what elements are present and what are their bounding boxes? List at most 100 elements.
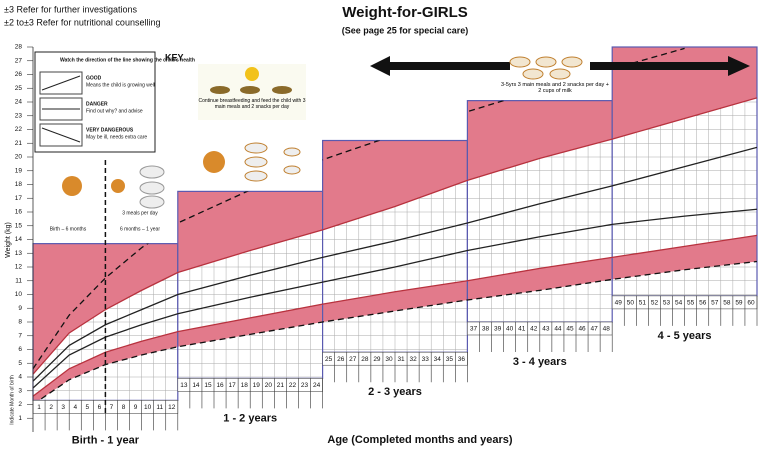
x-tick-label: 11 <box>156 404 163 411</box>
x-tick-label: 51 <box>639 300 647 307</box>
y-tick-label: 10 <box>15 291 23 298</box>
x-tick-label: 2 <box>49 404 53 411</box>
icon <box>245 143 267 153</box>
key-item-text: May be ill, needs extra care <box>86 134 147 140</box>
x-tick-label: 25 <box>325 356 333 363</box>
x-tick-label: 3 <box>61 404 65 411</box>
x-tick-label: 17 <box>229 382 237 389</box>
x-tick-label: 9 <box>134 404 138 411</box>
x-tick-label: 30 <box>385 356 393 363</box>
zone-label: 4 - 5 years <box>658 330 712 342</box>
x-tick-label: 6 <box>98 404 102 411</box>
arrow <box>370 56 510 76</box>
x-tick-label: 47 <box>591 326 599 333</box>
chart-subtitle: (See page 25 for special care) <box>342 25 469 35</box>
x-tick-label: 13 <box>180 382 188 389</box>
y-tick-label: 20 <box>15 154 23 161</box>
x-tick-label: 14 <box>192 382 200 389</box>
icon <box>550 69 570 79</box>
y-tick-label: 22 <box>15 126 23 133</box>
note: ±2 to±3 Refer for nutritional counsellin… <box>4 17 160 27</box>
x-tick-label: 26 <box>337 356 345 363</box>
y-tick-label: 11 <box>15 277 22 284</box>
feeding-text: 3 meals per day <box>122 210 158 216</box>
x-tick-label: 56 <box>699 300 707 307</box>
y-tick-label: 12 <box>15 264 23 271</box>
x-tick-label: 49 <box>615 300 623 307</box>
x-tick-label: 20 <box>265 382 273 389</box>
icon <box>284 148 300 156</box>
y-tick-label: 15 <box>15 222 23 229</box>
icon <box>210 86 230 94</box>
x-tick-label: 55 <box>687 300 695 307</box>
x-tick-label: 54 <box>675 300 683 307</box>
icon <box>562 57 582 67</box>
y-tick-label: 14 <box>15 236 23 243</box>
icon <box>245 67 259 81</box>
y-tick-label: 18 <box>15 181 23 188</box>
y-tick-label: 17 <box>15 195 23 202</box>
y-tick-label: 16 <box>15 209 23 216</box>
x-tick-label: 50 <box>627 300 635 307</box>
icon <box>510 57 530 67</box>
icon <box>140 196 164 208</box>
key: KEY Watch the direction of the line show… <box>35 52 195 152</box>
icon <box>284 166 300 174</box>
zone-label: 2 - 3 years <box>368 386 422 398</box>
y-tick-label: 24 <box>15 99 23 106</box>
y-tick-label: 13 <box>15 250 23 257</box>
y-tick-label: 28 <box>15 44 23 51</box>
x-tick-label: 33 <box>422 356 430 363</box>
icon <box>140 166 164 178</box>
icon <box>111 179 125 193</box>
y-tick-label: 19 <box>15 167 23 174</box>
x-tick-label: 34 <box>434 356 442 363</box>
x-tick-label: 39 <box>494 326 502 333</box>
key-item-name: VERY DANGEROUS <box>86 127 134 133</box>
x-tick-label: 36 <box>458 356 466 363</box>
key-item-text: Means the child is growing well <box>86 82 155 88</box>
key-item-text: Find out why? and advise <box>86 108 143 114</box>
x-tick-label: 42 <box>530 326 538 333</box>
x-tick-label: 37 <box>470 326 478 333</box>
x-tick-label: 53 <box>663 300 671 307</box>
zone-label: Birth - 1 year <box>72 434 140 446</box>
birth-label: Indicate Month of birth <box>9 375 15 425</box>
x-tick-label: 44 <box>554 326 562 333</box>
x-tick-label: 57 <box>711 300 719 307</box>
y-tick-label: 26 <box>15 71 23 78</box>
x-tick-label: 1 <box>37 404 41 411</box>
icon <box>536 57 556 67</box>
x-tick-label: 45 <box>566 326 574 333</box>
x-tick-label: 4 <box>73 404 77 411</box>
x-axis-label: Age (Completed months and years) <box>327 434 513 446</box>
key-item-name: DANGER <box>86 101 108 107</box>
icon <box>240 86 260 94</box>
y-tick-label: 9 <box>18 305 22 312</box>
x-tick-label: 41 <box>518 326 526 333</box>
x-tick-label: 19 <box>253 382 261 389</box>
x-tick-label: 38 <box>482 326 490 333</box>
x-tick-label: 28 <box>361 356 369 363</box>
x-tick-label: 22 <box>289 382 297 389</box>
growth-chart: 123456789101112Birth - 1 year13141516171… <box>0 0 769 452</box>
y-tick-label: 21 <box>15 140 23 147</box>
zone-label: 3 - 4 years <box>513 356 567 368</box>
x-tick-label: 59 <box>735 300 743 307</box>
x-tick-label: 18 <box>241 382 249 389</box>
y-tick-label: 4 <box>18 374 22 381</box>
icon <box>523 69 543 79</box>
note: ±3 Refer for further investigations <box>4 4 138 14</box>
x-tick-label: 40 <box>506 326 514 333</box>
x-tick-label: 52 <box>651 300 659 307</box>
x-tick-label: 15 <box>204 382 212 389</box>
x-tick-label: 31 <box>397 356 405 363</box>
zone-label: 1 - 2 years <box>223 412 277 424</box>
icon <box>140 182 164 194</box>
x-tick-label: 24 <box>313 382 321 389</box>
icon <box>245 157 267 167</box>
y-tick-label: 7 <box>18 332 22 339</box>
x-tick-label: 43 <box>542 326 550 333</box>
x-tick-label: 23 <box>301 382 309 389</box>
feeding-text: 6 months – 1 year <box>120 226 160 232</box>
